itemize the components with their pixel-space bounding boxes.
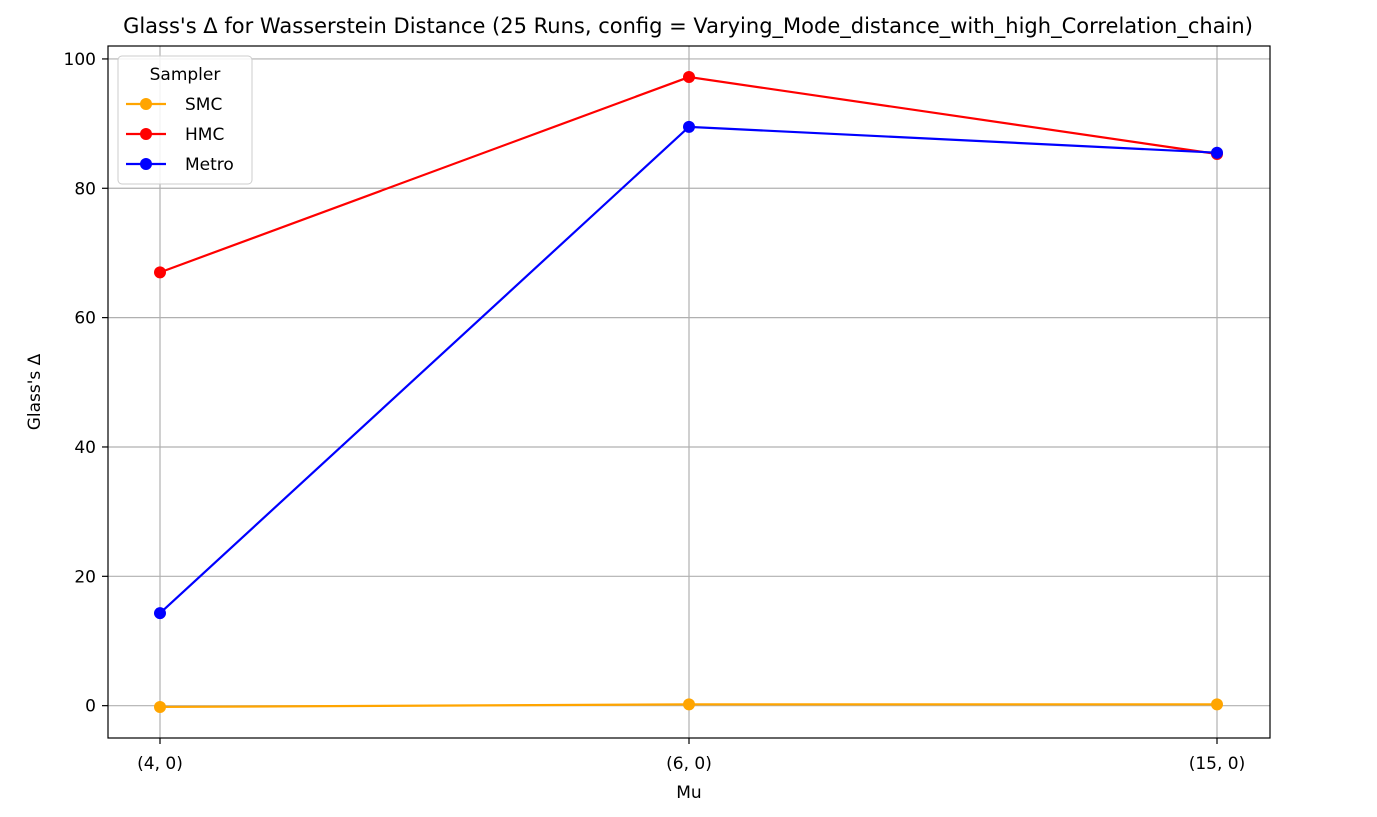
y-tick-label: 100 bbox=[64, 50, 96, 70]
legend: Sampler SMC HMC Metro bbox=[117, 55, 253, 185]
legend-title: Sampler bbox=[150, 65, 221, 85]
legend-label: HMC bbox=[185, 125, 224, 145]
legend-marker bbox=[140, 158, 152, 170]
data-point bbox=[154, 607, 166, 620]
y-tick-label: 20 bbox=[74, 567, 96, 587]
y-tick-label: 0 bbox=[85, 697, 96, 717]
data-point bbox=[1211, 698, 1223, 711]
data-point bbox=[1211, 146, 1223, 159]
chart-title: Glass's Δ for Wasserstein Distance (25 R… bbox=[123, 14, 1253, 39]
legend-marker bbox=[140, 128, 152, 140]
y-ticks: 0 20 40 60 80 100 bbox=[64, 50, 108, 717]
series-metro bbox=[154, 120, 1223, 620]
x-tick-label: (4, 0) bbox=[137, 754, 183, 774]
x-tick-label: (6, 0) bbox=[666, 754, 712, 774]
y-axis-label: Glass's Δ bbox=[25, 353, 45, 430]
x-axis-label: Mu bbox=[676, 783, 701, 803]
data-point bbox=[683, 71, 695, 84]
series-smc bbox=[154, 698, 1223, 713]
data-point bbox=[683, 120, 695, 133]
legend-marker bbox=[140, 98, 152, 110]
legend-label: Metro bbox=[185, 155, 234, 175]
y-tick-label: 40 bbox=[74, 438, 96, 458]
data-point bbox=[154, 700, 166, 713]
x-tick-label: (15, 0) bbox=[1189, 754, 1246, 774]
legend-entry-smc: SMC bbox=[126, 95, 222, 115]
legend-label: SMC bbox=[185, 95, 222, 115]
x-ticks: (4, 0) (6, 0) (15, 0) bbox=[137, 738, 1245, 774]
grid bbox=[108, 46, 1270, 738]
legend-box bbox=[117, 55, 253, 185]
data-point bbox=[154, 266, 166, 279]
legend-entry-hmc: HMC bbox=[126, 125, 224, 145]
series-layer bbox=[154, 71, 1223, 713]
y-tick-label: 80 bbox=[74, 179, 96, 199]
data-point bbox=[683, 698, 695, 711]
legend-entry-metro: Metro bbox=[126, 155, 234, 175]
y-tick-label: 60 bbox=[74, 309, 96, 329]
